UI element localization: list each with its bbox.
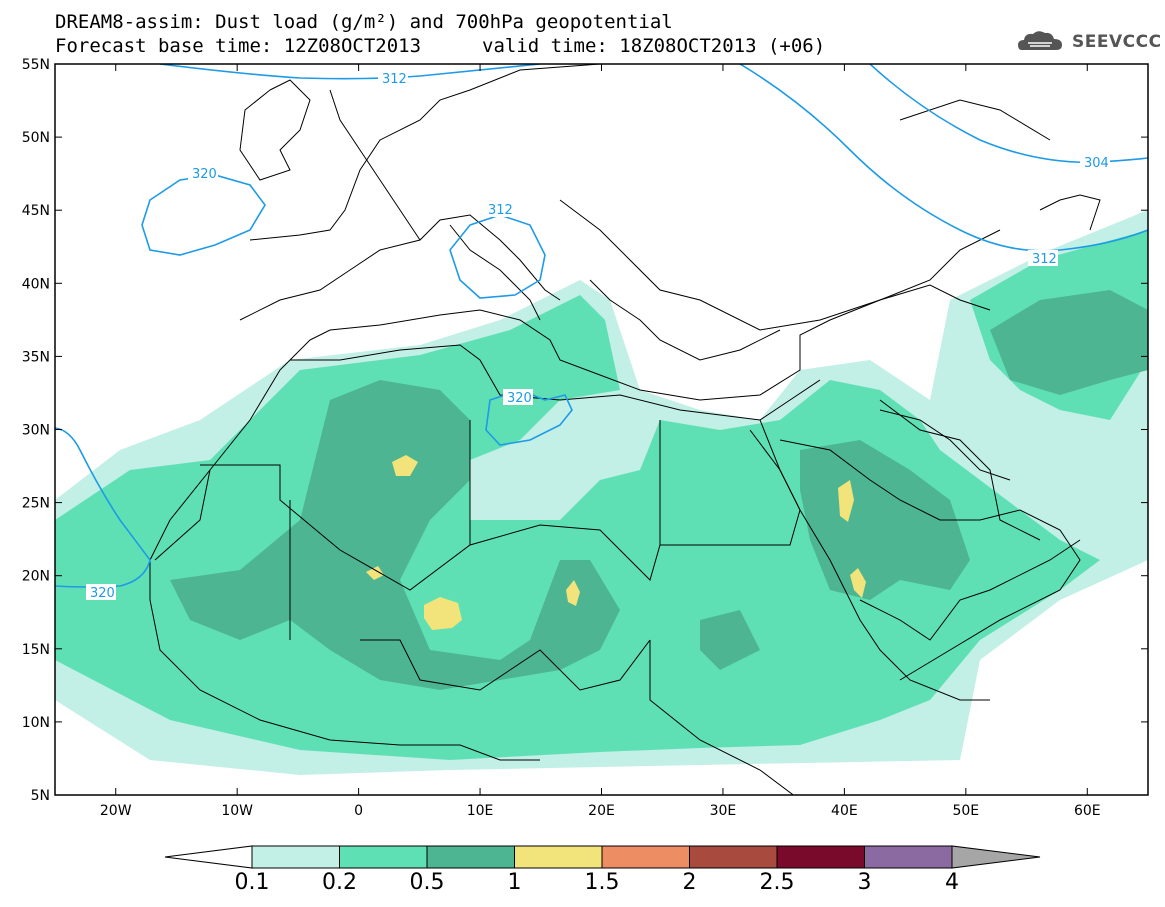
- lat-tick-label: 15N: [22, 642, 50, 658]
- lat-tick-label: 40N: [22, 276, 50, 292]
- cloud-logo-icon: [1018, 31, 1062, 50]
- contour-label: 312: [488, 203, 513, 218]
- colorbar-label: 4: [945, 870, 959, 895]
- colorbar-label: 0.2: [322, 870, 357, 895]
- longitude-axis: 20W 10W 0 10E 20E 30E 40E 50E 60E: [100, 64, 1101, 819]
- lat-tick-label: 10N: [22, 715, 50, 731]
- colorbar-label: 3: [857, 870, 872, 895]
- colorbar-label: 1: [507, 870, 522, 895]
- colorbar-label: 1.5: [584, 870, 620, 895]
- geopotential-contours: [55, 64, 1148, 588]
- lon-tick-label: 0: [354, 803, 363, 819]
- lat-tick-label: 35N: [22, 349, 50, 365]
- logo-text: SEEVCCC: [1072, 32, 1162, 52]
- lat-tick-label: 25N: [22, 496, 50, 512]
- contour-label: 320: [507, 391, 532, 406]
- forecast-base-time: Forecast base time: 12Z08OCT2013: [55, 35, 422, 57]
- lat-tick-label: 30N: [22, 423, 50, 439]
- lon-tick-label: 20W: [100, 803, 132, 819]
- colorbar-label: 2.5: [759, 870, 795, 895]
- contour-label: 320: [90, 586, 115, 601]
- lat-tick-label: 45N: [22, 203, 50, 219]
- colorbar-label: 2: [682, 870, 697, 895]
- valid-time: valid time: 18Z08OCT2013 (+06): [482, 35, 826, 57]
- lon-tick-label: 20E: [588, 803, 615, 819]
- lon-tick-label: 50E: [952, 803, 979, 819]
- contour-label: 320: [192, 167, 217, 182]
- contour-labels: 312 320 312 320 320 304 312: [86, 70, 1110, 601]
- dust-layer-1: [366, 455, 866, 630]
- lat-tick-label: 50N: [22, 130, 50, 146]
- lon-tick-label: 30E: [710, 803, 737, 819]
- lat-tick-label: 20N: [22, 569, 50, 585]
- dust-layer-0.5: [170, 290, 1148, 690]
- colorbar-label: 0.1: [234, 870, 270, 895]
- map-title: DREAM8-assim: Dust load (g/m²) and 700hP…: [55, 11, 673, 33]
- lon-tick-label: 10W: [221, 803, 253, 819]
- colorbar-label: 0.5: [409, 870, 445, 895]
- country-borders: [154, 64, 1101, 795]
- contour-label: 312: [382, 72, 407, 87]
- lon-tick-label: 10E: [467, 803, 494, 819]
- lat-tick-label: 5N: [31, 788, 50, 804]
- contour-label: 304: [1084, 156, 1109, 171]
- lat-tick-label: 55N: [22, 57, 50, 73]
- latitude-axis: 5N 10N 15N 20N 25N 30N 35N 40N 45N 50N 55N: [22, 57, 1148, 804]
- contour-label: 312: [1032, 252, 1057, 267]
- coastlines: [149, 79, 1081, 761]
- lon-tick-label: 60E: [1074, 803, 1101, 819]
- lon-tick-label: 40E: [831, 803, 858, 819]
